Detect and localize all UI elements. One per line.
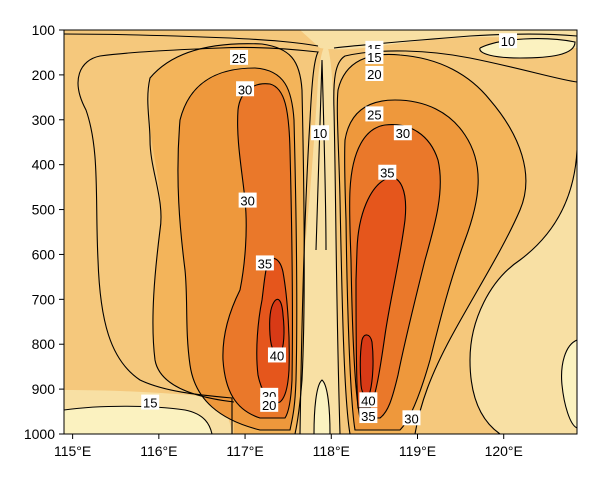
y-tick-label: 1000 (24, 426, 55, 442)
contour-label: 20 (367, 67, 381, 82)
y-tick-label: 700 (32, 291, 56, 307)
contour-label: 25 (232, 51, 246, 66)
contour-label: 35 (361, 409, 375, 424)
contour-line-10-right (561, 339, 577, 429)
contour-label-background (402, 410, 421, 426)
band-below-10-right (561, 340, 577, 428)
contour-label-background (255, 255, 274, 271)
contour-line-10-center-bottom (313, 379, 331, 434)
contour-label: 35 (380, 166, 394, 181)
band-above-40-left (269, 299, 284, 356)
contour-label-background (499, 33, 518, 49)
contour-label: 15 (367, 50, 381, 65)
x-tick-label: 120°E (485, 443, 523, 459)
contour-label-background (236, 81, 255, 97)
plot-frame (63, 29, 578, 435)
band-10-15-right (470, 150, 577, 434)
contour-label: 30 (396, 126, 410, 141)
y-tick-label: 800 (32, 336, 56, 352)
contour-line-15-right (333, 50, 577, 434)
contour-label: 15 (143, 396, 157, 411)
contour-label-background (378, 164, 397, 180)
band-above-40-right (360, 334, 374, 396)
contour-label: 30 (404, 411, 418, 426)
contour-line-30-right (349, 124, 441, 419)
x-tick-label: 115°E (54, 443, 91, 459)
contour-label-background (359, 408, 378, 424)
x-tick-label: 118°E (313, 443, 350, 459)
contour-line-15-left (77, 46, 319, 434)
contour-label-background (365, 48, 384, 64)
contour-label-layer: 10151520252530301035303540302015403530 (141, 33, 518, 426)
contour-label-background (393, 125, 412, 141)
y-tick-label: 100 (32, 22, 56, 38)
y-axis: 100 200 300 400 500 600 700 800 900 1000 (24, 22, 64, 442)
y-tick-label: 900 (32, 381, 56, 397)
contour-line-40-right (359, 334, 374, 396)
contour-label: 40 (361, 393, 375, 408)
x-tick-label: 117°E (226, 443, 263, 459)
contour-label: 30 (238, 82, 252, 97)
contour-label-background (260, 396, 279, 412)
contour-label-background (359, 392, 378, 408)
band-10-15-center-gap (300, 45, 340, 434)
contour-line-10-bottomleft (64, 405, 213, 434)
x-tick-label: 116°E (140, 443, 177, 459)
y-tick-label: 600 (32, 246, 56, 262)
contour-label-background (267, 347, 286, 363)
contour-label-background (238, 192, 257, 208)
contour-line-25-right (344, 99, 479, 431)
contour-line-10-topright (479, 38, 576, 59)
contour-label: 10 (501, 34, 515, 49)
contour-line-20-left (147, 43, 305, 434)
contour-label: 20 (262, 398, 276, 413)
contour-label: 40 (270, 348, 284, 363)
y-tick-label: 400 (32, 157, 56, 173)
contour-label-background (141, 394, 160, 410)
contour-label: 30 (240, 194, 254, 209)
contour-line-35-left (256, 257, 290, 404)
y-tick-label: 300 (32, 112, 56, 128)
contour-line-30-left (222, 83, 293, 419)
y-tick-label: 500 (32, 202, 56, 218)
x-tick-label: 119°E (399, 443, 436, 459)
contour-label-background (311, 125, 330, 141)
contour-label-background (365, 106, 384, 122)
contour-line-25-left (177, 67, 298, 431)
contour-label-background (230, 49, 249, 65)
contour-label-background (365, 65, 384, 81)
y-tick-label: 200 (32, 67, 56, 83)
x-axis: 115°E 116°E 117°E 118°E 119°E 120°E (54, 434, 523, 459)
contour-label: 25 (367, 107, 381, 122)
band-below-10-center (314, 380, 330, 434)
contour-line-10-center (315, 59, 327, 251)
contour-line-20-right (336, 53, 527, 434)
contour-label: 35 (258, 256, 272, 271)
band-below-10-bottomleft (64, 406, 212, 434)
contour-line-15-outer-right (469, 149, 577, 434)
contour-label: 10 (313, 126, 327, 141)
contour-line-35-right (355, 177, 407, 409)
